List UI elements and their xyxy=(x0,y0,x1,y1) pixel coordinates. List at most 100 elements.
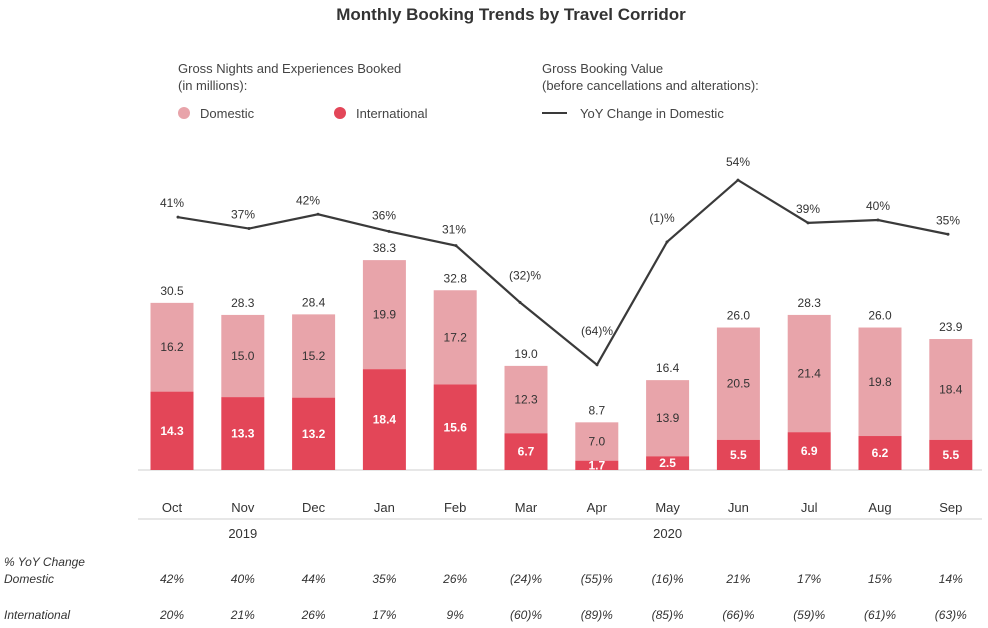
label-domestic-jun: 20.5 xyxy=(727,377,751,391)
bar-domestic-aug xyxy=(858,327,902,437)
bar-international-dec xyxy=(292,397,336,470)
label-domestic-dec: 15.2 xyxy=(302,349,326,363)
yoy-table-cell-domestic-nov: 40% xyxy=(231,572,255,586)
bar-domestic-oct xyxy=(150,302,194,392)
label-total-aug: 26.0 xyxy=(868,309,892,323)
label-total-jul: 28.3 xyxy=(798,296,822,310)
legend-line-title-line2: (before cancellations and alterations): xyxy=(542,78,759,93)
legend-domestic-swatch xyxy=(178,107,190,119)
yoy-table-cell-international-apr: (89)% xyxy=(581,608,613,622)
year-label-2020: 2020 xyxy=(653,526,682,541)
yoy-point-apr xyxy=(595,363,599,367)
bar-international-mar xyxy=(504,433,548,470)
yoy-label-sep: 35% xyxy=(936,213,960,227)
yoy-label-jan: 36% xyxy=(372,208,396,222)
label-international-oct: 14.3 xyxy=(160,424,184,438)
legend-line-title-line1: Gross Booking Value xyxy=(542,61,663,76)
yoy-point-feb xyxy=(454,244,458,248)
x-tick-nov: Nov xyxy=(231,500,255,515)
label-total-jun: 26.0 xyxy=(727,309,751,323)
label-international-mar: 6.7 xyxy=(518,445,535,459)
yoy-table-cell-domestic-aug: 15% xyxy=(868,572,892,586)
label-domestic-sep: 18.4 xyxy=(939,382,963,396)
label-domestic-jul: 21.4 xyxy=(798,367,822,381)
yoy-table-cell-domestic-jun: 21% xyxy=(725,572,750,586)
label-domestic-mar: 12.3 xyxy=(514,393,538,407)
yoy-table-cell-international-mar: (60)% xyxy=(510,608,542,622)
label-total-jan: 38.3 xyxy=(373,241,397,255)
bar-domestic-feb xyxy=(433,290,477,385)
x-tick-aug: Aug xyxy=(868,500,891,515)
label-international-dec: 13.2 xyxy=(302,427,326,441)
yoy-table-cell-international-jun: (66)% xyxy=(722,608,754,622)
bar-domestic-jun xyxy=(716,327,760,440)
yoy-point-mar xyxy=(518,300,522,304)
legend-bars-title-line1: Gross Nights and Experiences Booked xyxy=(178,61,401,76)
yoy-label-mar: (32)% xyxy=(509,268,541,282)
x-tick-jun: Jun xyxy=(728,500,749,515)
label-international-sep: 5.5 xyxy=(942,448,959,462)
yoy-table-cell-domestic-oct: 42% xyxy=(160,572,184,586)
label-domestic-apr: 7.0 xyxy=(588,435,605,449)
label-international-nov: 13.3 xyxy=(231,427,255,441)
yoy-label-jul: 39% xyxy=(796,202,820,216)
yoy-point-oct xyxy=(176,215,180,219)
yoy-table-header: % YoY Change xyxy=(4,555,85,569)
yoy-point-aug xyxy=(876,218,880,222)
x-tick-oct: Oct xyxy=(162,500,183,515)
legend-line-label: YoY Change in Domestic xyxy=(580,106,724,121)
bar-international-nov xyxy=(221,397,265,470)
yoy-domestic-line xyxy=(177,178,949,367)
yoy-label-nov: 37% xyxy=(231,208,255,222)
yoy-table-cell-international-aug: (61)% xyxy=(864,608,896,622)
label-total-oct: 30.5 xyxy=(160,284,184,298)
bar-domestic-apr xyxy=(575,422,619,461)
x-tick-jul: Jul xyxy=(801,500,818,515)
legend-international-swatch xyxy=(334,107,346,119)
yoy-point-nov xyxy=(247,227,251,231)
chart-title: Monthly Booking Trends by Travel Corrido… xyxy=(336,5,686,24)
bar-domestic-may xyxy=(646,380,690,457)
bar-domestic-jul xyxy=(787,314,831,433)
bar-domestic-jan xyxy=(362,260,406,370)
yoy-point-may xyxy=(665,240,669,244)
yoy-point-jun xyxy=(736,178,740,182)
yoy-table-row-label-international: International xyxy=(4,608,70,622)
yoy-point-sep xyxy=(946,232,950,236)
bar-international-feb xyxy=(433,384,477,470)
legend-domestic-label: Domestic xyxy=(200,106,255,121)
yoy-table-cell-domestic-sep: 14% xyxy=(939,572,963,586)
label-domestic-jan: 19.9 xyxy=(373,308,397,322)
label-international-jun: 5.5 xyxy=(730,448,747,462)
label-international-feb: 15.6 xyxy=(444,420,468,434)
yoy-point-jul xyxy=(806,221,810,225)
yoy-label-dec: 42% xyxy=(296,193,320,207)
x-tick-may: May xyxy=(655,500,680,515)
yoy-point-jan xyxy=(387,229,391,233)
x-tick-dec: Dec xyxy=(302,500,326,515)
label-total-apr: 8.7 xyxy=(588,403,605,417)
yoy-table-group: % YoY Change Domestic 42% 40% 44% 35% 26% (24)… xyxy=(4,555,967,622)
yoy-table-cell-international-nov: 21% xyxy=(230,608,255,622)
x-axis-group: Oct Nov Dec Jan Feb Mar Apr May Jun Jul Aug Sep 2019… xyxy=(162,500,962,541)
label-international-apr: 1.7 xyxy=(588,458,605,472)
label-domestic-feb: 17.2 xyxy=(444,330,468,344)
bar-domestic-mar xyxy=(504,365,548,434)
bar-international-oct xyxy=(150,391,194,470)
yoy-table-cell-domestic-mar: (24)% xyxy=(510,572,542,586)
bar-domestic-dec xyxy=(292,314,336,398)
yoy-table-row-label-domestic: Domestic xyxy=(4,572,54,586)
yoy-table-cell-international-oct: 20% xyxy=(159,608,184,622)
x-tick-sep: Sep xyxy=(939,500,962,515)
bar-international-may xyxy=(646,456,690,470)
bar-international-apr xyxy=(575,460,619,470)
yoy-table-cell-domestic-may: (16)% xyxy=(652,572,684,586)
label-total-dec: 28.4 xyxy=(302,295,326,309)
bar-international-jun xyxy=(716,439,760,470)
bar-international-aug xyxy=(858,436,902,470)
x-tick-jan: Jan xyxy=(374,500,395,515)
bar-international-jul xyxy=(787,432,831,470)
year-label-2019: 2019 xyxy=(228,526,257,541)
yoy-label-may: (1)% xyxy=(649,211,675,225)
